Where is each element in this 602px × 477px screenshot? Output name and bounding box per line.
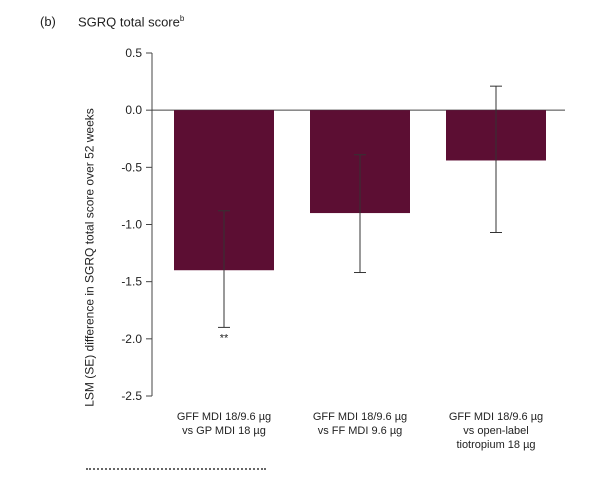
panel-label: (b)	[40, 14, 56, 29]
category-label-line: GFF MDI 18/9.6 µg	[176, 411, 272, 423]
category-label-line: tiotropium 18 µg	[456, 439, 536, 451]
cropped-footnote-line	[86, 468, 266, 473]
chart-title-text: SGRQ total score	[78, 14, 180, 30]
y-tick-label: -0.5	[121, 160, 142, 174]
category-label-line: vs open-label	[463, 425, 529, 437]
category-label-line: vs GP MDI 18 µg	[182, 425, 266, 437]
y-tick-label: -1.0	[121, 218, 142, 232]
y-tick-label: 0.5	[125, 46, 142, 60]
y-tick-label: -2.5	[121, 389, 142, 403]
category-label: GFF MDI 18/9.6 µg vs GP MDI 18 µg	[149, 410, 299, 438]
chart-title-footnote: b	[179, 14, 185, 23]
category-label: GFF MDI 18/9.6 µg vs FF MDI 9.6 µg	[285, 410, 435, 438]
category-label-line: GFF MDI 18/9.6 µg	[312, 411, 408, 423]
category-label-line: GFF MDI 18/9.6 µg	[448, 411, 544, 423]
significance-marker: **	[220, 332, 229, 344]
y-tick-label: -2.0	[121, 332, 142, 346]
category-label: GFF MDI 18/9.6 µg vs open-label tiotropium…	[421, 410, 571, 452]
category-label-line: vs FF MDI 9.6 µg	[317, 425, 403, 437]
y-tick-label: -1.5	[121, 275, 142, 289]
chart-title: SGRQ total scoreb	[78, 14, 184, 29]
y-tick-label: 0.0	[125, 103, 142, 117]
